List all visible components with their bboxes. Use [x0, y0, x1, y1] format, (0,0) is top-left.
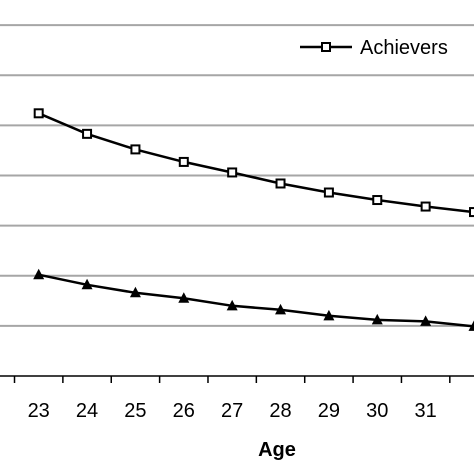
series-1-point [275, 178, 286, 189]
x-axis-title: Age [258, 439, 296, 461]
x-ticks: 23 24 25 26 27 28 29 30 31 [13, 376, 451, 422]
x-tick-label: 31 [415, 400, 437, 422]
x-tick-label: 23 [28, 400, 50, 422]
series-1-point [323, 187, 334, 198]
series-1-point [178, 156, 189, 167]
series-1-point [130, 144, 141, 155]
x-tick-label: 24 [76, 400, 98, 422]
series-2-point [371, 313, 383, 325]
gridlines [0, 24, 474, 327]
series-1-point [469, 207, 474, 218]
series-1-point [33, 108, 44, 119]
x-tick-label: 29 [318, 400, 340, 422]
series-2 [33, 268, 474, 331]
x-tick-label: 26 [173, 400, 195, 422]
series-1-point [420, 201, 431, 212]
series-layer [33, 108, 474, 331]
legend: Achievers [300, 37, 448, 59]
series-1-point [227, 167, 238, 178]
series-2-point [129, 286, 141, 298]
legend-label: Achievers [360, 37, 448, 59]
series-2-point [275, 303, 287, 315]
series-2-point [468, 320, 474, 331]
series-2-point [226, 299, 238, 311]
series-1-point [372, 195, 383, 206]
series-2-point [33, 268, 45, 280]
series-2-point [178, 292, 190, 303]
series-2-point [323, 309, 335, 321]
legend-marker [321, 42, 331, 52]
series-1-line [38, 112, 474, 214]
x-tick-label: 25 [124, 400, 146, 422]
x-tick-label: 30 [366, 400, 388, 422]
series-2-line [38, 273, 474, 328]
series-2-point [81, 278, 93, 290]
series-2-point [420, 315, 432, 326]
x-tick-label: 28 [269, 400, 291, 422]
series-1-point [82, 128, 93, 139]
series-1 [33, 108, 474, 218]
x-tick-label: 27 [221, 400, 243, 422]
